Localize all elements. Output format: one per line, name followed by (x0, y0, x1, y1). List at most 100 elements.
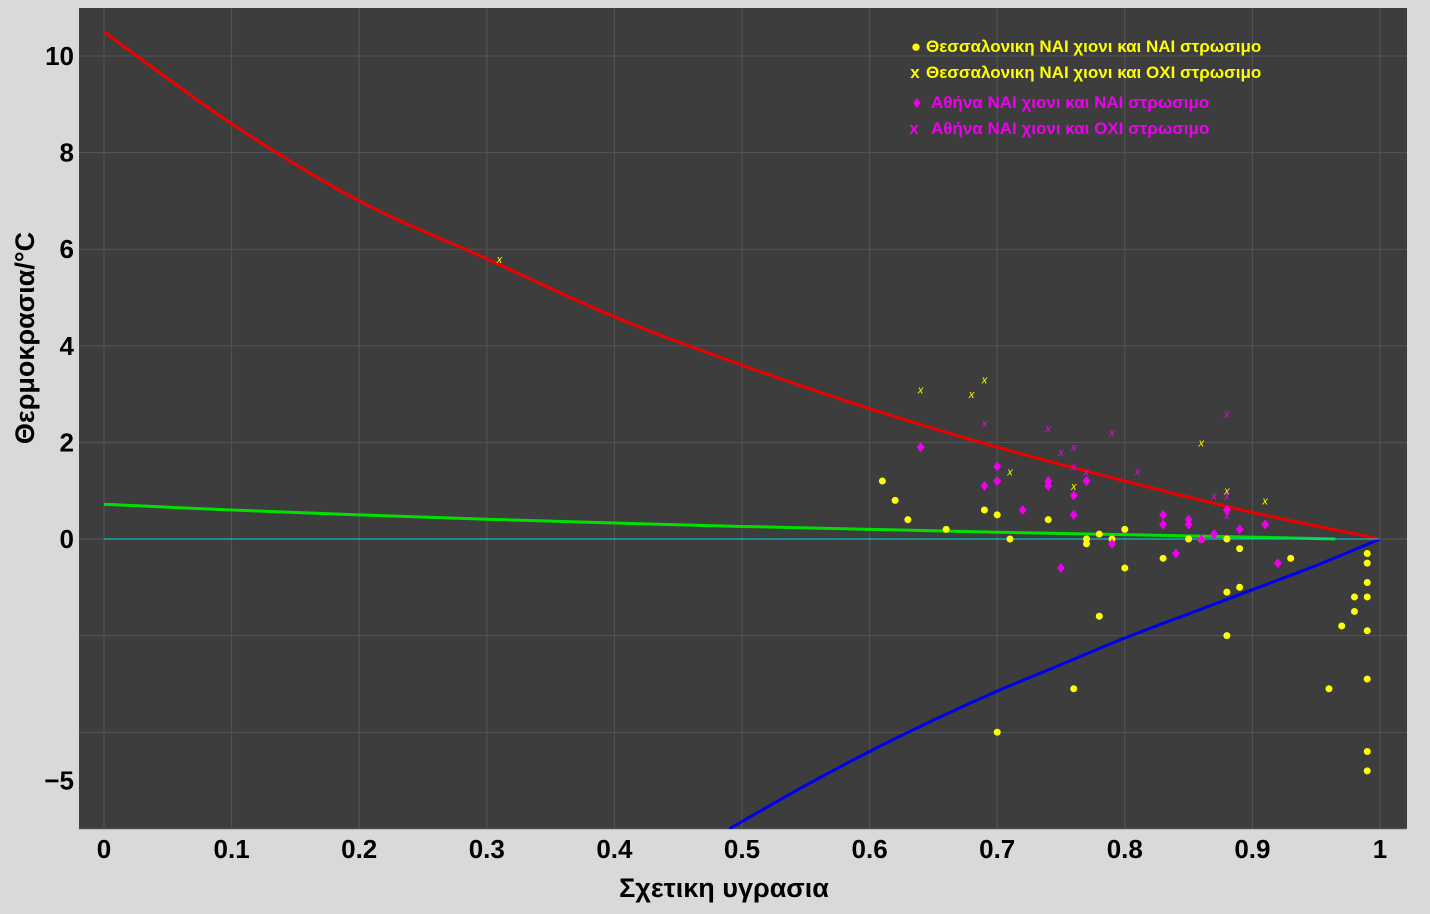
point-x: x (968, 389, 975, 401)
legend-symbol: x (909, 119, 919, 138)
point-x: x (1108, 428, 1115, 440)
x-tick-label: 0 (97, 834, 111, 864)
legend-entry: ♦ Αθήνα ΝΑΙ χιονι και ΝΑΙ στρωσιμο (913, 93, 1210, 112)
x-tick-labels: 0 0.1 0.2 0.3 0.4 0.5 0.6 0.7 0.8 0.9 1 (97, 834, 1387, 864)
point-circle (942, 525, 950, 533)
point-circle (1363, 675, 1371, 683)
point-diamond (993, 461, 1002, 472)
point-circle (1363, 549, 1371, 557)
point-circle (1223, 632, 1231, 640)
y-tick-label: −5 (44, 766, 74, 796)
point-x: x (981, 375, 988, 387)
x-tick-label: 0.4 (596, 834, 633, 864)
point-circle (1363, 559, 1371, 567)
point-circle (1095, 612, 1103, 620)
point-diamond (1082, 476, 1091, 487)
y-tick-label: 8 (60, 138, 74, 168)
curves (103, 30, 1381, 829)
point-x: x (1261, 495, 1268, 507)
legend-label: Θεσσαλονικη ΝΑΙ χιονι και ΟΧΙ στρωσιμο (926, 63, 1261, 82)
point-circle (993, 728, 1001, 736)
legend: ● Θεσσαλονικη ΝΑΙ χιονι και ΝΑΙ στρωσιμο x… (909, 37, 1261, 138)
x-tick-label: 1 (1373, 834, 1387, 864)
point-x: x (1070, 442, 1077, 454)
x-tick-label: 0.2 (341, 834, 377, 864)
point-x: x (1006, 466, 1013, 478)
point-x: x (1210, 491, 1217, 503)
point-x: x (1223, 510, 1230, 522)
legend-symbol: x (910, 63, 920, 82)
y-tick-label: 2 (60, 427, 74, 457)
point-circle (1363, 578, 1371, 586)
legend-label: Αθήνα ΝΑΙ χιονι και ΝΑΙ στρωσιμο (931, 93, 1209, 112)
point-x: x (1223, 408, 1230, 420)
point-circle (1363, 767, 1371, 775)
point-circle (1236, 545, 1244, 553)
point-circle (1338, 622, 1346, 630)
legend-symbol: ● (911, 37, 921, 56)
point-x: x (1057, 447, 1064, 459)
point-circle (1044, 516, 1052, 524)
y-tick-label: 6 (60, 234, 74, 264)
point-x: x (1223, 486, 1230, 498)
point-diamond (1044, 480, 1053, 491)
point-circle (993, 511, 1001, 519)
point-diamond (1210, 529, 1219, 540)
point-circle (1083, 535, 1091, 543)
point-diamond (1273, 558, 1282, 569)
point-circle (878, 477, 886, 485)
point-diamond (1159, 519, 1168, 530)
point-x: x (917, 384, 924, 396)
x-tick-label: 0.9 (1234, 834, 1270, 864)
point-x: x (981, 418, 988, 430)
point-circle (1363, 593, 1371, 601)
point-circle (891, 496, 899, 504)
point-diamond (980, 480, 989, 491)
point-circle (1159, 554, 1167, 562)
x-tick-label: 0.8 (1107, 834, 1143, 864)
curve-red (103, 30, 1381, 541)
point-circle (1363, 627, 1371, 635)
point-x: x (496, 254, 503, 266)
curve-green (103, 502, 1336, 541)
point-circle (1083, 540, 1091, 548)
point-diamond (1069, 509, 1078, 520)
point-circle (904, 516, 912, 524)
point-diamond (1057, 562, 1065, 573)
point-circle (1006, 535, 1014, 543)
point-x: x (1070, 462, 1077, 474)
point-diamond (1184, 519, 1193, 530)
x-tick-label: 0.1 (214, 834, 250, 864)
point-circle (1350, 593, 1358, 601)
point-x: x (1044, 423, 1051, 435)
point-diamond (993, 476, 1002, 487)
point-circle (1287, 554, 1295, 562)
x-tick-label: 0.6 (852, 834, 888, 864)
y-tick-label: 4 (60, 331, 75, 361)
point-circle (1121, 525, 1129, 533)
point-x: x (1070, 481, 1077, 493)
point-circle (1350, 607, 1358, 615)
legend-symbol: ♦ (913, 93, 922, 112)
point-x: x (1083, 466, 1090, 478)
point-circle (1325, 685, 1333, 693)
point-diamond (1261, 519, 1270, 530)
point-circle (1236, 583, 1244, 591)
y-tick-labels: 10 8 6 4 2 0 −5 (44, 41, 74, 796)
point-diamond (1108, 538, 1117, 549)
legend-label: Θεσσαλονικη ΝΑΙ χιονι και ΝΑΙ στρωσιμο (926, 37, 1261, 56)
x-axis-title: Σχετικη υγρασια (619, 873, 829, 903)
point-diamond (1235, 524, 1244, 535)
y-tick-label: 10 (45, 41, 74, 71)
y-axis-title: Θερμοκρασια/°C (10, 232, 40, 444)
point-circle (980, 506, 988, 514)
legend-entry: x Αθήνα ΝΑΙ χιονι και ΟΧΙ στρωσιμο (909, 119, 1209, 138)
point-diamond (1159, 509, 1168, 520)
legend-entry: ● Θεσσαλονικη ΝΑΙ χιονι και ΝΑΙ στρωσιμο (911, 37, 1261, 56)
curve-blue (728, 537, 1381, 829)
point-diamond (1197, 534, 1206, 544)
plot-background (79, 8, 1407, 829)
point-x: x (1198, 437, 1205, 449)
